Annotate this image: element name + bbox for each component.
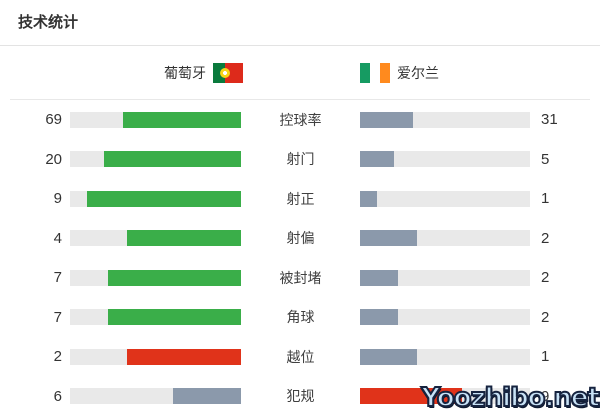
portugal-flag-icon (213, 62, 243, 83)
away-value: 2 (541, 229, 550, 247)
away-value: 2 (541, 269, 550, 287)
away-bar-fill (360, 269, 398, 286)
stat-row: 9 射正 1 (0, 179, 600, 219)
home-bar-fill (127, 230, 241, 247)
away-bar-track (360, 230, 530, 247)
home-team-header: 葡萄牙 (0, 62, 300, 83)
header: 技术统计 (0, 0, 600, 32)
stat-label: 被封堵 (279, 269, 322, 286)
ireland-flag-icon (360, 62, 390, 83)
away-bar-track (360, 388, 530, 405)
away-value: 1 (541, 348, 550, 366)
away-bar-fill (360, 190, 377, 207)
title-divider (0, 45, 600, 46)
away-bar-fill (360, 388, 462, 405)
away-bar-fill (360, 348, 417, 365)
stat-label: 控球率 (279, 111, 322, 128)
home-bar-track (70, 269, 241, 286)
home-bar-track (70, 190, 241, 207)
watermark: Yoozhibo.net (420, 382, 600, 414)
away-bar-track (360, 111, 530, 128)
page-title: 技术统计 (18, 14, 79, 31)
home-bar-track (70, 111, 241, 128)
home-bar-fill (108, 309, 241, 326)
home-bar-fill (123, 111, 241, 128)
stat-label: 射门 (286, 151, 315, 168)
stat-row: 20 射门 5 (0, 140, 600, 180)
stat-row: 69 控球率 31 (0, 100, 600, 140)
home-bar-track (70, 230, 241, 247)
away-value: 9 (541, 387, 550, 405)
away-value: 2 (541, 308, 550, 326)
away-bar-track (360, 151, 530, 168)
home-bar-track (70, 151, 241, 168)
stat-label: 射偏 (286, 230, 315, 247)
home-value: 7 (53, 269, 62, 287)
home-value: 6 (53, 387, 62, 405)
away-bar-track (360, 309, 530, 326)
stat-row: 4 射偏 2 (0, 219, 600, 259)
portugal-flag-emblem (220, 67, 230, 78)
away-bar-track (360, 269, 530, 286)
away-bar-fill (360, 111, 413, 128)
home-team-name: 葡萄牙 (164, 64, 206, 81)
stat-label: 角球 (286, 309, 315, 326)
home-bar-fill (108, 269, 241, 286)
stat-row: 2 越位 1 (0, 337, 600, 377)
stat-row: 6 犯规 9 (0, 377, 600, 417)
away-value: 31 (541, 111, 558, 129)
stat-row: 7 角球 2 (0, 298, 600, 338)
away-bar-track (360, 348, 530, 365)
home-value: 69 (45, 111, 62, 129)
away-value: 5 (541, 150, 550, 168)
home-value: 2 (53, 348, 62, 366)
home-value: 7 (53, 308, 62, 326)
away-bar-fill (360, 230, 417, 247)
stat-label: 射正 (286, 190, 315, 207)
stat-label: 越位 (286, 348, 315, 365)
stats-list: 69 控球率 31 20 射门 5 9 射正 1 4 射偏 2 7 被封堵 2 7 角球 2 2 越位 1 6 犯规 9 (0, 100, 600, 416)
home-bar-track (70, 388, 241, 405)
header-divider (10, 99, 590, 100)
away-bar-fill (360, 151, 394, 168)
home-value: 9 (53, 190, 62, 208)
home-bar-fill (127, 348, 241, 365)
away-value: 1 (541, 190, 550, 208)
home-bar-fill (172, 388, 241, 405)
home-bar-fill (104, 151, 241, 168)
team-header-row: 葡萄牙 爱尔兰 (0, 46, 600, 99)
away-bar-fill (360, 309, 398, 326)
away-team-name: 爱尔兰 (397, 64, 439, 81)
home-bar-track (70, 348, 241, 365)
away-bar-track (360, 190, 530, 207)
home-value: 20 (45, 150, 62, 168)
stat-row: 7 被封堵 2 (0, 258, 600, 298)
home-value: 4 (53, 229, 62, 247)
away-team-header: 爱尔兰 (300, 62, 600, 83)
home-bar-fill (87, 190, 241, 207)
stat-label: 犯规 (286, 388, 315, 405)
home-bar-track (70, 309, 241, 326)
